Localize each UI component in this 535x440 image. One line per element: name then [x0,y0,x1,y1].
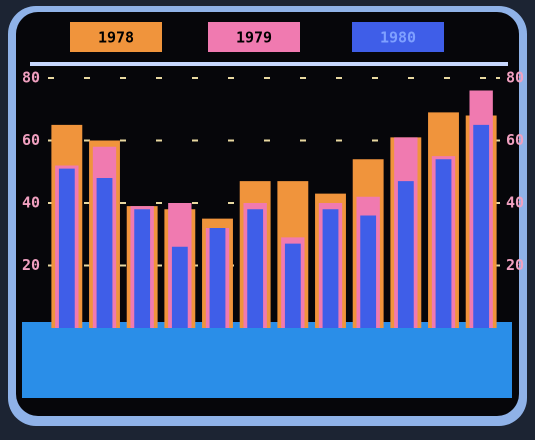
bar [247,209,264,328]
bar [360,215,377,328]
bar [435,159,452,328]
bar [284,243,301,328]
y2-tick-label: 20 [506,256,524,274]
y-tick-label: 40 [22,194,40,212]
bar [322,209,339,328]
bar [134,209,151,328]
y-tick-label: 80 [22,69,40,87]
legend-swatch [352,22,444,52]
legend-label: 1980 [380,29,416,47]
bar [96,178,113,328]
floor-band [22,322,512,398]
legend-swatch [70,22,162,52]
legend-swatch [208,22,300,52]
header-rule [30,62,508,66]
y-tick-label: 60 [22,131,40,149]
legend-label: 1979 [236,29,272,47]
y2-tick-label: 40 [506,194,524,212]
bar [209,228,226,328]
y2-tick-label: 80 [506,69,524,87]
bar [473,124,490,328]
bar [58,168,75,328]
bar [397,181,414,328]
y2-tick-label: 60 [506,131,524,149]
y-tick-label: 20 [22,256,40,274]
bar [171,246,188,328]
legend-label: 1978 [98,29,134,47]
